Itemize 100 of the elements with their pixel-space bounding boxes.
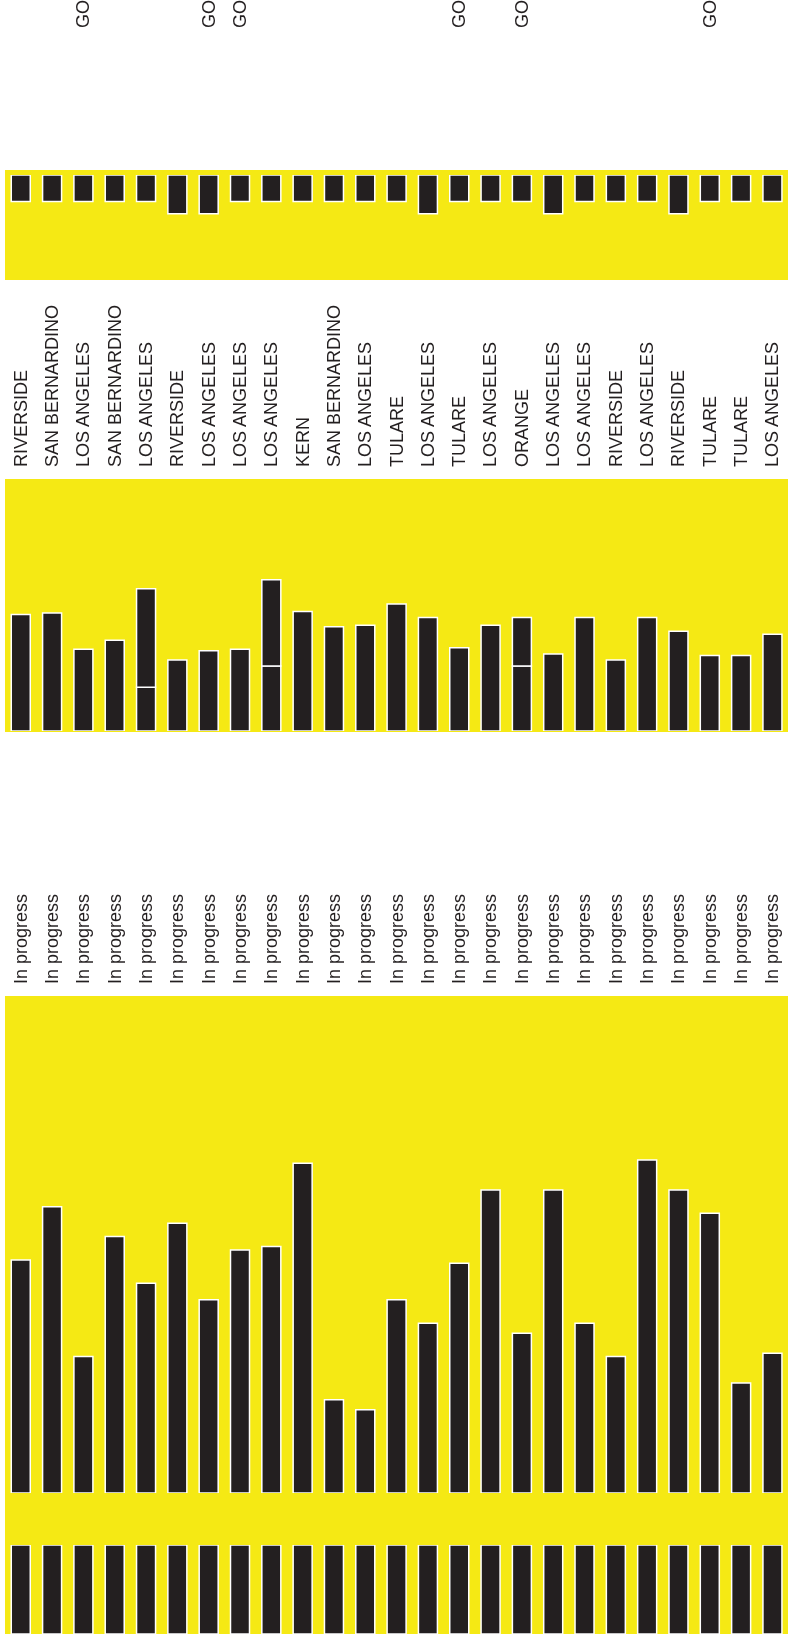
- bar: [605, 1355, 627, 1493]
- x-tick-label: In progress: [261, 893, 282, 984]
- x-tick-label: LOS ANGELES: [229, 341, 250, 467]
- bar: [167, 1222, 188, 1493]
- bar: [448, 1262, 470, 1493]
- x-tick-label: In progress: [699, 893, 720, 984]
- bar: [198, 650, 219, 731]
- bar: [480, 624, 501, 731]
- bar: [73, 1355, 94, 1493]
- x-tick-label: LOS ANGELES: [135, 341, 156, 467]
- bar: [73, 648, 94, 731]
- x-tick-label: TULARE: [731, 395, 752, 467]
- x-tick-label: RIVERSIDE: [167, 369, 188, 467]
- x-tick-label: RIVERSIDE: [668, 369, 689, 467]
- x-tick-label: LOS ANGELES: [762, 341, 783, 467]
- x-tick-label: In progress: [292, 893, 313, 984]
- x-tick-label: In progress: [605, 893, 626, 984]
- x-tick-label: TULARE: [699, 395, 720, 467]
- x-tick-label: LOS ANGELES: [574, 341, 595, 467]
- x-tick-label: SAN BERNARDINO: [104, 304, 125, 467]
- x-tick-label: In progress: [386, 893, 407, 984]
- bar: [511, 1332, 533, 1493]
- bar: [762, 633, 783, 731]
- bar: [636, 616, 658, 731]
- bar: [292, 1162, 313, 1493]
- bar: [261, 1245, 282, 1493]
- x-tick-label: LOS ANGELES: [417, 341, 438, 467]
- x-tick-label: In progress: [10, 893, 31, 984]
- x-tick-label: GO: [511, 0, 532, 29]
- bar: [762, 1352, 783, 1493]
- bar: [41, 1205, 63, 1493]
- x-tick-label: In progress: [637, 893, 658, 984]
- bar: [355, 624, 376, 731]
- x-tick-label: ORANGE: [511, 388, 532, 467]
- x-tick-label: RIVERSIDE: [605, 369, 626, 467]
- x-tick-label: In progress: [480, 893, 501, 984]
- x-tick-label: In progress: [762, 893, 783, 984]
- x-tick-label: In progress: [229, 893, 250, 984]
- bar: [668, 630, 689, 731]
- bar: [668, 1189, 689, 1493]
- bar: [135, 1282, 157, 1493]
- bar: [10, 613, 32, 731]
- x-tick-label: In progress: [574, 893, 595, 984]
- bar: [167, 659, 188, 731]
- x-tick-label: In progress: [104, 893, 125, 984]
- x-tick-label: In progress: [449, 893, 470, 984]
- bar: [480, 1189, 501, 1493]
- x-tick-label: LOS ANGELES: [480, 341, 501, 467]
- x-tick-label: RIVERSIDE: [10, 369, 31, 467]
- x-tick-label: GO: [73, 0, 94, 29]
- bar: [417, 616, 439, 731]
- bar: [229, 1249, 251, 1493]
- bar: [323, 625, 345, 731]
- bar: [542, 1189, 564, 1493]
- x-tick-label: In progress: [167, 893, 188, 984]
- bar: [104, 639, 125, 731]
- x-tick-label: In progress: [323, 893, 344, 984]
- bar: [699, 1212, 721, 1493]
- bar: [41, 612, 63, 731]
- x-tick-label: GO: [449, 0, 470, 29]
- x-tick-label: In progress: [355, 893, 376, 984]
- x-tick-label: In progress: [198, 893, 219, 984]
- x-tick-label: GO: [699, 0, 720, 29]
- x-tick-label: LOS ANGELES: [198, 341, 219, 467]
- bar: [292, 610, 313, 731]
- x-tick-label: In progress: [543, 893, 564, 984]
- bar: [636, 1159, 658, 1493]
- bar: [229, 648, 251, 731]
- x-tick-label: LOS ANGELES: [543, 341, 564, 467]
- bar: [448, 647, 470, 731]
- bar: [355, 1409, 376, 1493]
- x-tick-label: LOS ANGELES: [261, 341, 282, 467]
- x-tick-label: LOS ANGELES: [637, 341, 658, 467]
- bar: [605, 659, 627, 731]
- bar: [386, 1299, 407, 1493]
- bar: [10, 1259, 32, 1493]
- x-tick-label: In progress: [417, 893, 438, 984]
- bar: [542, 653, 564, 731]
- x-tick-label: GO: [198, 0, 219, 29]
- x-tick-label: SAN BERNARDINO: [323, 304, 344, 467]
- x-tick-label: LOS ANGELES: [355, 341, 376, 467]
- bar: [386, 603, 407, 731]
- x-tick-label: KERN: [292, 416, 313, 467]
- x-tick-label: In progress: [135, 893, 156, 984]
- bar: [730, 654, 752, 731]
- bar: [730, 1382, 752, 1493]
- x-tick-label: In progress: [731, 893, 752, 984]
- x-tick-label: TULARE: [386, 395, 407, 467]
- bar: [417, 1322, 439, 1493]
- x-tick-label: In progress: [41, 893, 62, 984]
- x-tick-label: GO: [229, 0, 250, 29]
- bar: [104, 1235, 125, 1493]
- x-tick-label: SAN BERNARDINO: [41, 304, 62, 467]
- x-tick-label: LOS ANGELES: [73, 341, 94, 467]
- x-tick-label: In progress: [73, 893, 94, 984]
- bar: [323, 1399, 345, 1493]
- bar: [574, 616, 595, 731]
- bar: [198, 1299, 219, 1493]
- x-tick-label: In progress: [668, 893, 689, 984]
- bar: [699, 654, 721, 731]
